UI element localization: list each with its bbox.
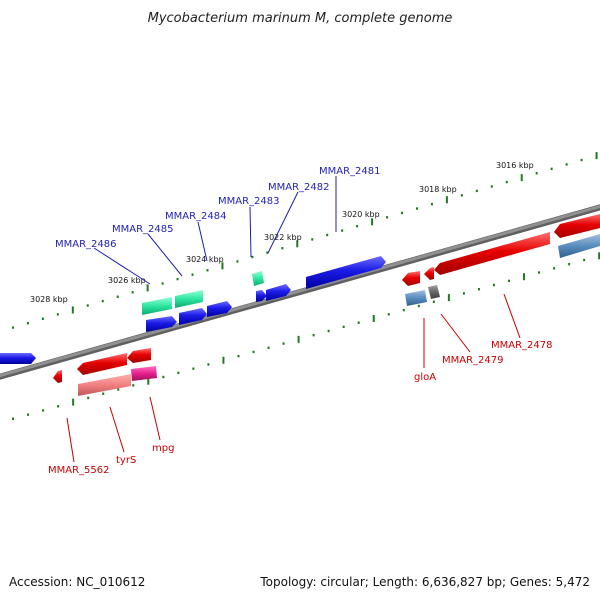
- gene-arrow: [179, 308, 207, 325]
- gene-label: MMAR_2479: [442, 355, 504, 366]
- genome-backbone: [0, 204, 600, 380]
- pseudogene-feature: [78, 374, 131, 396]
- gene-arrow: [424, 267, 434, 280]
- gene-arrow: [207, 301, 232, 317]
- rrna-feature: [252, 271, 264, 286]
- forward-genes: [0, 256, 386, 364]
- rrna-feature: [142, 297, 172, 315]
- kbp-labels: 3016 kbp 3018 kbp 3020 kbp 3022 kbp 3024…: [30, 161, 534, 304]
- gene-label: MMAR_2478: [491, 340, 553, 351]
- gene-label: mpg: [152, 443, 174, 454]
- gene-label: MMAR_2481: [319, 166, 381, 177]
- gene-arrow: [554, 214, 600, 238]
- forward-leaders: [93, 176, 337, 285]
- topology-text: Topology: circular; Length: 6,636,827 bp…: [260, 575, 590, 589]
- gene-label: MMAR_2483: [218, 196, 280, 207]
- cds-feature: [558, 234, 600, 258]
- kbp-label: 3028 kbp: [30, 295, 68, 304]
- gene-label: MMAR_2484: [165, 211, 227, 222]
- cds-feature: [405, 290, 427, 306]
- other-features: [78, 234, 600, 396]
- rrna-feature: [175, 290, 203, 308]
- map-title: Mycobacterium marinum M, complete genome: [148, 11, 453, 26]
- misc-feature: [428, 285, 440, 299]
- kbp-label: 3024 kbp: [186, 255, 224, 264]
- gene-arrow: [127, 348, 151, 363]
- gene-label: MMAR_2486: [55, 239, 117, 250]
- gene-arrow: [0, 353, 36, 364]
- gene-arrow: [306, 256, 386, 289]
- kbp-label: 3016 kbp: [496, 161, 534, 170]
- gene-arrow: [77, 353, 127, 375]
- gene-label: MMAR_2482: [268, 182, 330, 193]
- gene-arrow: [53, 370, 62, 383]
- gene-label: tyrS: [116, 455, 136, 466]
- gene-arrow: [146, 316, 177, 332]
- gene-arrow: [434, 232, 550, 275]
- forward-gene-labels: MMAR_2481 MMAR_2482 MMAR_2483 MMAR_2484 …: [55, 166, 381, 250]
- kbp-label: 3022 kbp: [264, 233, 302, 242]
- gene-arrow: [402, 271, 420, 286]
- gene-label: gloA: [414, 372, 436, 383]
- rrna-genes: [142, 271, 264, 315]
- kbp-label: 3026 kbp: [108, 276, 146, 285]
- gene-arrow: [256, 290, 267, 302]
- gene-label: MMAR_5562: [48, 465, 110, 476]
- kbp-label: 3020 kbp: [342, 210, 380, 219]
- accession-text: Accession: NC_010612: [9, 575, 146, 589]
- reverse-genes: [53, 214, 600, 383]
- gene-label: MMAR_2485: [112, 224, 174, 235]
- reverse-leaders: [66, 293, 521, 463]
- trna-feature: [131, 366, 157, 381]
- kbp-label: 3018 kbp: [419, 185, 457, 194]
- gene-arrow: [266, 284, 291, 301]
- scale-ticks: [11, 152, 600, 421]
- reverse-gene-labels: MMAR_2478 MMAR_2479 gloA mpg tyrS MMAR_5…: [48, 340, 553, 476]
